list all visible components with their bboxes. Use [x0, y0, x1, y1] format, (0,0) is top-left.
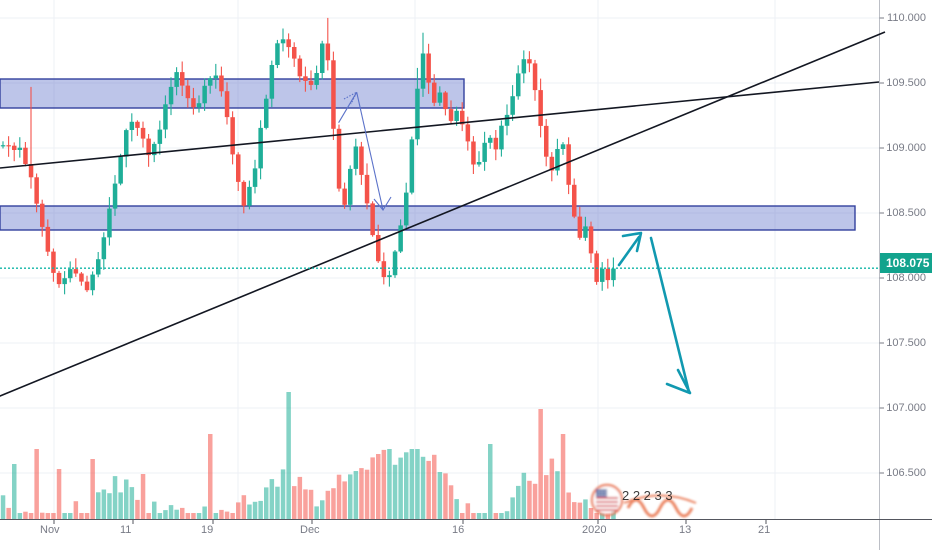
- svg-text:2 2 2 3 3: 2 2 2 3 3: [622, 488, 673, 503]
